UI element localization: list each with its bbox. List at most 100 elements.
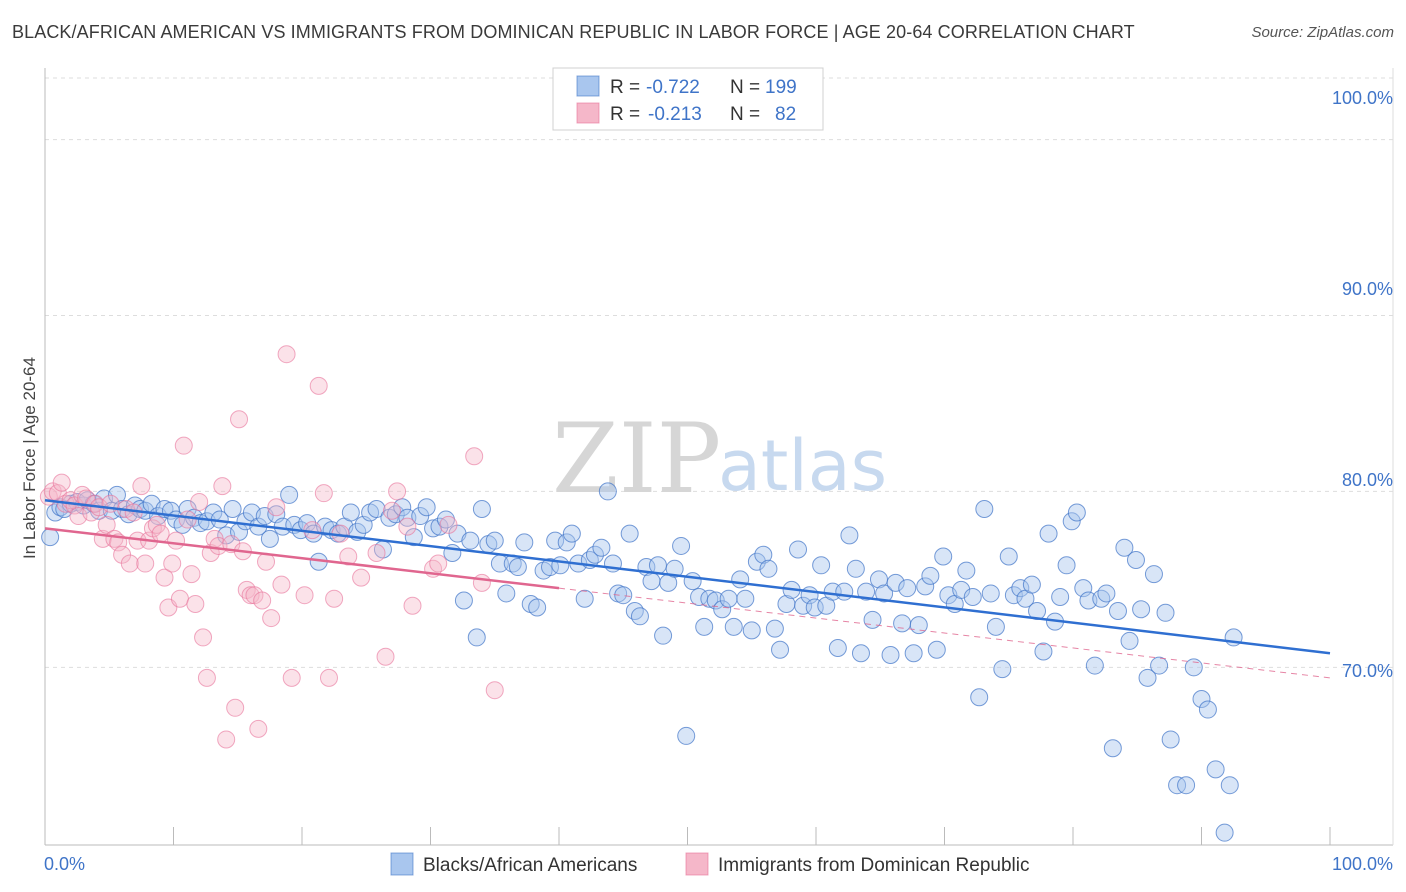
point-dominican bbox=[253, 591, 272, 610]
bottom-legend-swatch-pink bbox=[685, 852, 709, 876]
point-dominican bbox=[190, 492, 209, 511]
point-blacks bbox=[828, 638, 847, 657]
point-blacks bbox=[424, 519, 443, 538]
point-dominican bbox=[241, 586, 260, 605]
point-blacks bbox=[436, 510, 455, 529]
point-blacks bbox=[840, 526, 859, 545]
legend-n-label-1: N = bbox=[730, 77, 760, 98]
point-blacks bbox=[724, 617, 743, 636]
legend-n-value-2: 82 bbox=[775, 104, 796, 125]
point-blacks bbox=[515, 533, 534, 552]
point-blacks bbox=[557, 533, 576, 552]
point-dominican bbox=[262, 609, 281, 628]
trend-lines bbox=[44, 498, 1331, 679]
point-blacks bbox=[625, 602, 644, 621]
point-blacks bbox=[1161, 730, 1180, 749]
point-blacks bbox=[975, 499, 994, 518]
point-blacks bbox=[1220, 776, 1239, 795]
point-blacks bbox=[1039, 524, 1058, 543]
point-dominican bbox=[182, 565, 201, 584]
point-blacks bbox=[742, 621, 761, 640]
point-blacks bbox=[893, 614, 912, 633]
point-dominican bbox=[170, 589, 189, 608]
grid-lines bbox=[45, 77, 1393, 668]
point-dominican bbox=[319, 668, 338, 687]
point-dominican bbox=[120, 554, 139, 573]
point-blacks bbox=[575, 589, 594, 608]
point-dominican bbox=[295, 586, 314, 605]
point-blacks bbox=[1062, 512, 1081, 531]
point-dominican bbox=[163, 554, 182, 573]
point-blacks bbox=[921, 566, 940, 585]
series-dominican-points bbox=[39, 345, 504, 749]
point-blacks bbox=[1132, 600, 1151, 619]
series-blacks-points bbox=[41, 482, 1243, 842]
point-blacks bbox=[1092, 589, 1111, 608]
point-dominican bbox=[277, 345, 296, 364]
point-blacks bbox=[528, 598, 547, 617]
point-dominican bbox=[485, 681, 504, 700]
point-blacks bbox=[461, 531, 480, 550]
point-dominican bbox=[282, 668, 301, 687]
series-legend: Blacks/African Americans Immigrants from… bbox=[390, 852, 1030, 876]
point-dominican bbox=[197, 668, 216, 687]
point-blacks bbox=[672, 536, 691, 555]
watermark-zip: ZIP bbox=[552, 403, 721, 515]
point-dominican bbox=[52, 473, 71, 492]
point-blacks bbox=[719, 589, 738, 608]
legend-n-value-1: 199 bbox=[765, 77, 797, 98]
point-blacks bbox=[41, 528, 60, 547]
point-dominican bbox=[339, 547, 358, 566]
watermark-atlas: atlas bbox=[718, 425, 887, 507]
point-blacks bbox=[1034, 642, 1053, 661]
point-blacks bbox=[497, 584, 516, 603]
point-dominican bbox=[398, 517, 417, 536]
point-dominican bbox=[472, 573, 491, 592]
point-blacks bbox=[963, 587, 982, 606]
source-note: Source: ZipAtlas.com bbox=[1251, 24, 1394, 41]
point-dominican bbox=[403, 596, 422, 615]
point-dominican bbox=[186, 594, 205, 613]
point-blacks bbox=[981, 584, 1000, 603]
point-blacks bbox=[993, 660, 1012, 679]
point-dominican bbox=[194, 628, 213, 647]
point-blacks bbox=[1215, 823, 1234, 842]
point-blacks bbox=[695, 617, 714, 636]
point-blacks bbox=[986, 617, 1005, 636]
point-blacks bbox=[280, 485, 299, 504]
point-dominican bbox=[151, 524, 170, 543]
point-dominican bbox=[77, 489, 96, 508]
legend-swatch-blue bbox=[576, 75, 600, 97]
y-axis-label: In Labor Force | Age 20-64 bbox=[20, 357, 39, 559]
point-blacks bbox=[916, 577, 935, 596]
point-dominican bbox=[213, 477, 232, 496]
point-blacks bbox=[1022, 575, 1041, 594]
trend-line-dominican-extrapolated bbox=[558, 587, 1331, 679]
point-dominican bbox=[352, 568, 371, 587]
point-dominican bbox=[314, 484, 333, 503]
point-blacks bbox=[1085, 656, 1104, 675]
point-blacks bbox=[546, 531, 565, 550]
x-tick-min: 0.0% bbox=[44, 854, 85, 874]
point-dominican bbox=[217, 730, 236, 749]
point-blacks bbox=[1097, 584, 1116, 603]
point-blacks bbox=[736, 589, 755, 608]
point-blacks bbox=[592, 538, 611, 557]
point-dominican bbox=[132, 477, 151, 496]
point-blacks bbox=[430, 517, 449, 536]
legend-r-label-1: R = bbox=[610, 77, 640, 98]
point-blacks bbox=[794, 596, 813, 615]
point-blacks bbox=[765, 619, 784, 638]
x-tick-max: 100.0% bbox=[1332, 854, 1393, 874]
point-blacks bbox=[1103, 739, 1122, 758]
y-tick-80: 80.0% bbox=[1342, 470, 1393, 490]
point-blacks bbox=[875, 584, 894, 603]
point-blacks bbox=[934, 547, 953, 566]
point-blacks bbox=[731, 570, 750, 589]
point-dominican bbox=[429, 554, 448, 573]
point-blacks bbox=[260, 529, 279, 548]
point-blacks bbox=[1120, 631, 1139, 650]
point-blacks bbox=[1115, 538, 1134, 557]
point-blacks bbox=[508, 558, 527, 577]
